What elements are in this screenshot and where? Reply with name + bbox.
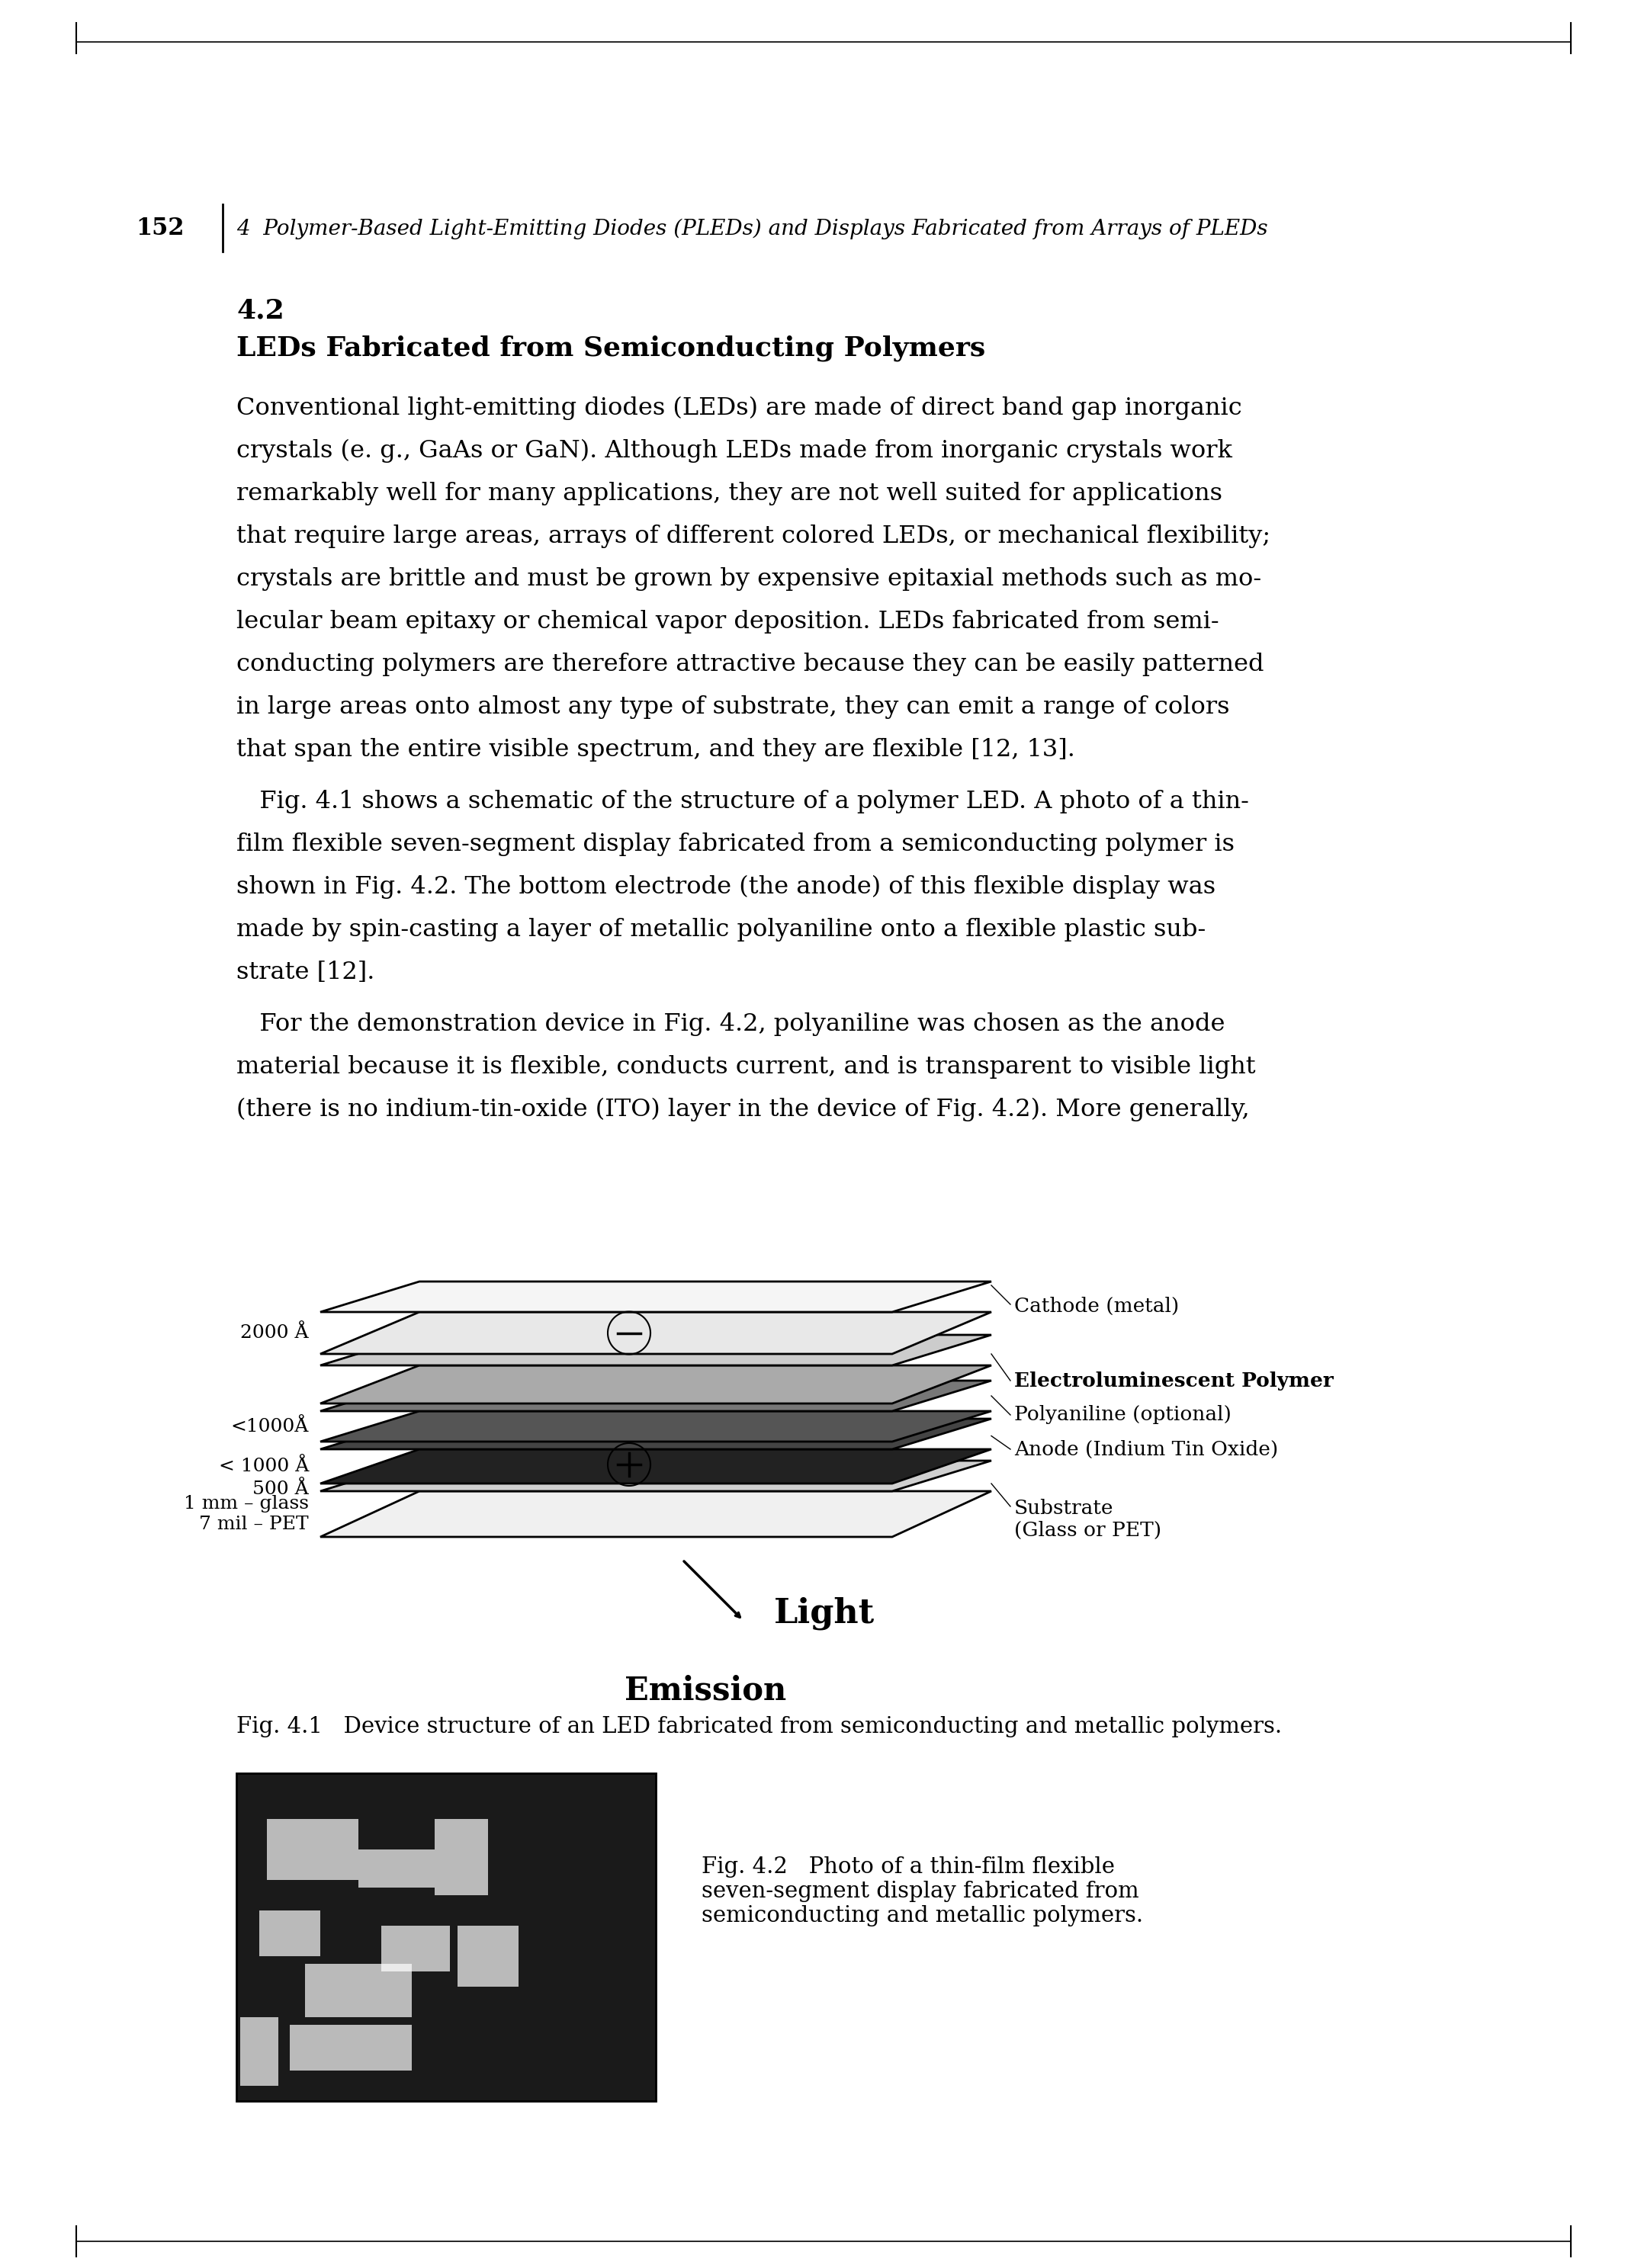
Bar <box>290 2025 412 2071</box>
Polygon shape <box>320 1411 991 1442</box>
Text: Cathode (metal): Cathode (metal) <box>1014 1297 1180 1315</box>
Text: Substrate
(Glass or PET): Substrate (Glass or PET) <box>1014 1499 1162 1540</box>
Polygon shape <box>320 1449 991 1483</box>
Text: lecular beam epitaxy or chemical vapor deposition. LEDs fabricated from semi-: lecular beam epitaxy or chemical vapor d… <box>236 610 1219 633</box>
Text: 500 Å: 500 Å <box>253 1481 309 1499</box>
Text: film flexible seven-segment display fabricated from a semiconducting polymer is: film flexible seven-segment display fabr… <box>236 832 1234 855</box>
Text: material because it is flexible, conducts current, and is transparent to visible: material because it is flexible, conduct… <box>236 1055 1255 1080</box>
Text: Fig. 4.1   Device structure of an LED fabricated from semiconducting and metalli: Fig. 4.1 Device structure of an LED fabr… <box>236 1717 1282 1737</box>
Text: 1 mm – glass
7 mil – PET: 1 mm – glass 7 mil – PET <box>184 1495 309 1533</box>
Text: For the demonstration device in Fig. 4.2, polyaniline was chosen as the anode: For the demonstration device in Fig. 4.2… <box>236 1012 1226 1036</box>
Text: crystals are brittle and must be grown by expensive epitaxial methods such as mo: crystals are brittle and must be grown b… <box>236 567 1262 592</box>
Text: 4.2: 4.2 <box>236 297 284 324</box>
Bar <box>435 1819 487 1896</box>
Bar <box>259 1910 320 1957</box>
Polygon shape <box>320 1461 991 1490</box>
Text: made by spin-casting a layer of metallic polyaniline onto a flexible plastic sub: made by spin-casting a layer of metallic… <box>236 919 1206 941</box>
Text: (there is no indium-tin-oxide (ITO) layer in the device of Fig. 4.2). More gener: (there is no indium-tin-oxide (ITO) laye… <box>236 1098 1249 1123</box>
Polygon shape <box>320 1281 991 1311</box>
Text: 4  Polymer-Based Light-Emitting Diodes (PLEDs) and Displays Fabricated from Arra: 4 Polymer-Based Light-Emitting Diodes (P… <box>236 218 1268 238</box>
Bar <box>240 2016 279 2087</box>
Text: Fig. 4.1 shows a schematic of the structure of a polymer LED. A photo of a thin-: Fig. 4.1 shows a schematic of the struct… <box>236 789 1249 814</box>
Polygon shape <box>320 1381 991 1411</box>
Text: 2000 Å: 2000 Å <box>241 1325 309 1343</box>
Bar <box>458 1926 519 1987</box>
Text: in large areas onto almost any type of substrate, they can emit a range of color: in large areas onto almost any type of s… <box>236 696 1229 719</box>
Text: 152: 152 <box>136 218 184 240</box>
Polygon shape <box>320 1336 991 1365</box>
Text: strate [12].: strate [12]. <box>236 962 374 984</box>
Text: Polyaniline (optional): Polyaniline (optional) <box>1014 1406 1231 1424</box>
Bar <box>236 1774 656 2100</box>
Polygon shape <box>320 1311 991 1354</box>
Text: conducting polymers are therefore attractive because they can be easily patterne: conducting polymers are therefore attrac… <box>236 653 1264 676</box>
Polygon shape <box>320 1490 991 1538</box>
Text: shown in Fig. 4.2. The bottom electrode (the anode) of this flexible display was: shown in Fig. 4.2. The bottom electrode … <box>236 875 1216 898</box>
Bar <box>381 1926 450 1971</box>
Text: crystals (e. g., GaAs or GaN). Although LEDs made from inorganic crystals work: crystals (e. g., GaAs or GaN). Although … <box>236 440 1232 463</box>
Text: Light: Light <box>775 1597 875 1631</box>
Polygon shape <box>320 1365 991 1404</box>
Bar <box>305 1964 412 2016</box>
Text: Conventional light-emitting diodes (LEDs) are made of direct band gap inorganic: Conventional light-emitting diodes (LEDs… <box>236 397 1242 420</box>
Bar <box>358 1848 435 1887</box>
Text: <1000Å: <1000Å <box>231 1418 309 1436</box>
Text: Fig. 4.2   Photo of a thin-film flexible
seven-segment display fabricated from
s: Fig. 4.2 Photo of a thin-film flexible s… <box>702 1855 1144 1928</box>
Text: that require large areas, arrays of different colored LEDs, or mechanical flexib: that require large areas, arrays of diff… <box>236 524 1270 549</box>
Text: LEDs Fabricated from Semiconducting Polymers: LEDs Fabricated from Semiconducting Poly… <box>236 336 985 361</box>
Text: remarkably well for many applications, they are not well suited for applications: remarkably well for many applications, t… <box>236 481 1223 506</box>
Text: Electroluminescent Polymer: Electroluminescent Polymer <box>1014 1372 1334 1390</box>
Text: < 1000 Å: < 1000 Å <box>218 1458 309 1474</box>
Polygon shape <box>320 1420 991 1449</box>
Bar <box>267 1819 358 1880</box>
Text: that span the entire visible spectrum, and they are flexible [12, 13].: that span the entire visible spectrum, a… <box>236 737 1075 762</box>
Text: Emission: Emission <box>625 1674 786 1706</box>
Text: Anode (Indium Tin Oxide): Anode (Indium Tin Oxide) <box>1014 1440 1278 1458</box>
